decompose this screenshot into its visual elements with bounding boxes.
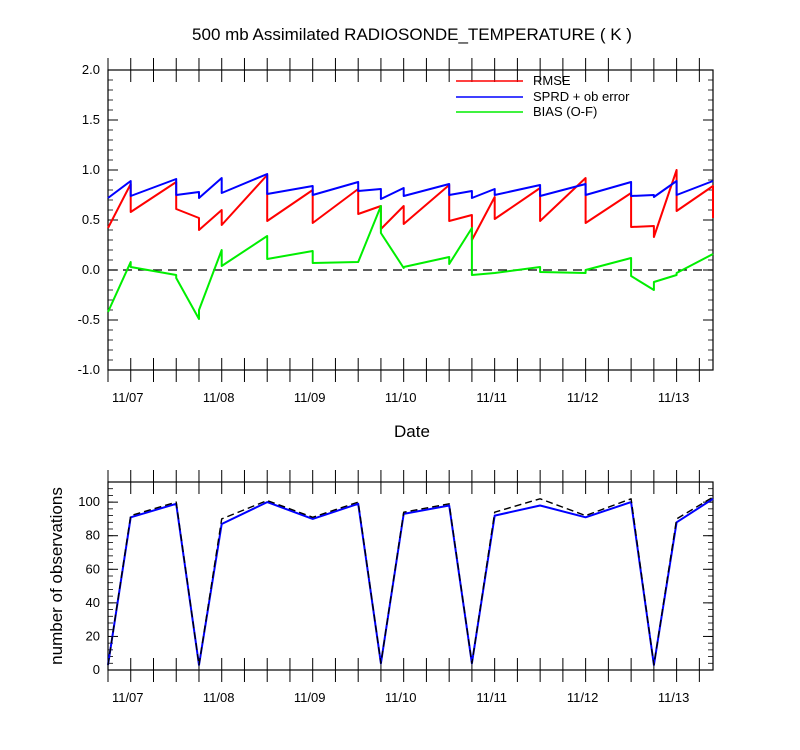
x-tick-label: 11/08 (203, 390, 235, 405)
top-series-group (107, 169, 714, 320)
y-tick-label: 100 (78, 494, 100, 509)
x-tick-label: 11/09 (294, 390, 326, 405)
x-tick-label: 11/12 (567, 690, 599, 705)
y-tick-label: -0.5 (78, 312, 100, 327)
x-tick-label: 11/12 (567, 390, 599, 405)
bottom-y-tick-labels: 0 20 40 60 80 100 (78, 494, 100, 677)
bottom-plot-frame (107, 481, 714, 671)
x-tick-label: 11/13 (658, 690, 690, 705)
top-x-tick-labels: 11/07 11/08 11/09 11/10 11/11 11/12 11/13 (112, 390, 689, 405)
legend: RMSE SPRD + ob error BIAS (O-F) (456, 73, 630, 119)
x-tick-label: 11/07 (112, 690, 144, 705)
bottom-x-tick-labels: 11/07 11/08 11/09 11/10 11/11 11/12 11/13 (112, 690, 689, 705)
series-line-total (107, 496, 714, 666)
y-tick-label: 60 (86, 561, 100, 576)
top-axis-ticks (107, 58, 713, 382)
y-tick-label: 1.5 (82, 112, 100, 127)
series-line-rmse (107, 169, 714, 241)
x-tick-label: 11/10 (385, 690, 417, 705)
x-tick-label: 11/08 (203, 690, 235, 705)
y-tick-label: 40 (86, 595, 100, 610)
x-tick-label: 11/10 (385, 390, 417, 405)
x-axis-label: Date (394, 422, 430, 441)
legend-label-bias: BIAS (O-F) (533, 104, 597, 119)
chart-title: 500 mb Assimilated RADIOSONDE_TEMPERATUR… (192, 25, 632, 44)
series-line-bias-o-f (107, 205, 714, 320)
y-tick-label: 80 (86, 528, 100, 543)
series-line-sprd-ob-error (107, 173, 714, 200)
legend-label-sprd: SPRD + ob error (533, 89, 630, 104)
y-tick-label: -1.0 (78, 362, 100, 377)
x-tick-label: 11/09 (294, 690, 326, 705)
legend-label-rmse: RMSE (533, 73, 571, 88)
top-y-tick-labels: -1.0 -0.5 0.0 0.5 1.0 1.5 2.0 (78, 62, 100, 377)
x-tick-label: 11/11 (476, 690, 507, 705)
bottom-series-group (107, 496, 714, 666)
y-tick-label: 20 (86, 628, 100, 643)
y-axis-label-observations: number of observations (47, 487, 66, 665)
bottom-axis-ticks (107, 470, 713, 682)
x-tick-label: 11/07 (112, 390, 144, 405)
y-tick-label: 0 (93, 662, 100, 677)
y-tick-label: 0.5 (82, 212, 100, 227)
y-tick-label: 2.0 (82, 62, 100, 77)
y-tick-label: 1.0 (82, 162, 100, 177)
x-tick-label: 11/11 (476, 390, 507, 405)
series-line-assimilated (107, 497, 714, 666)
top-panel: -1.0-0.50.00.51.01.52.0 11/07 11/08 11/09 1… (78, 58, 714, 441)
y-tick-label: 0.0 (82, 262, 100, 277)
x-tick-label: 11/13 (658, 390, 690, 405)
